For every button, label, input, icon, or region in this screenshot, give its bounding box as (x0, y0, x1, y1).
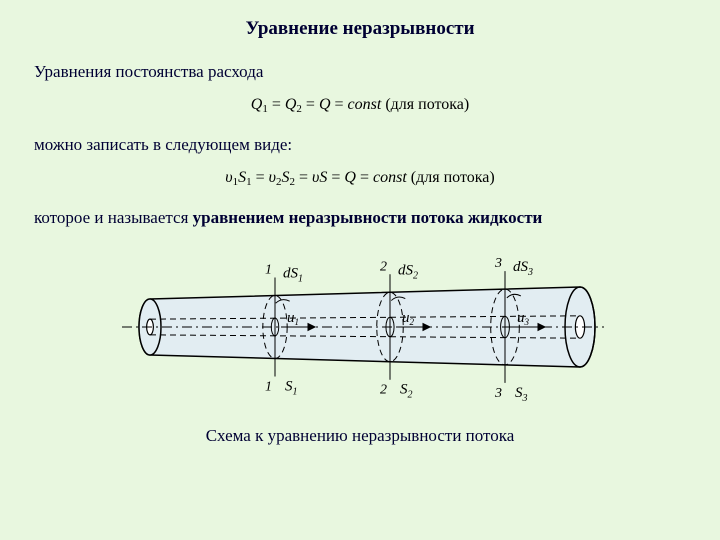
svg-text:3: 3 (494, 256, 502, 271)
svg-text:S2: S2 (400, 382, 413, 401)
paragraph-3-pre: которое и называется (34, 208, 193, 227)
svg-text:S1: S1 (285, 378, 298, 397)
svg-text:1: 1 (265, 263, 272, 278)
svg-text:dS2: dS2 (398, 262, 418, 281)
continuity-diagram: 1dS11S1u12dS22S2u23dS33S3u3 (34, 242, 686, 412)
equation-2: υ1S1 = υ2S2 = υS = Q = const (для потока… (34, 169, 686, 188)
svg-text:S3: S3 (515, 385, 528, 404)
svg-text:dS1: dS1 (283, 266, 303, 285)
svg-text:dS3: dS3 (513, 259, 533, 278)
svg-text:2: 2 (380, 259, 387, 274)
svg-text:1: 1 (265, 379, 272, 394)
paragraph-3: которое и называется уравнением неразрыв… (34, 208, 686, 228)
svg-text:2: 2 (380, 383, 387, 398)
paragraph-3-bold: уравнением неразрывности потока жидкости (193, 208, 543, 227)
svg-text:3: 3 (494, 386, 502, 401)
paragraph-1: Уравнения постоянства расхода (34, 62, 686, 82)
paragraph-2: можно записать в следующем виде: (34, 135, 686, 155)
figure-caption: Схема к уравнению неразрывности потока (34, 426, 686, 446)
equation-1: Q1 = Q2 = Q = const (для потока) (34, 96, 686, 115)
page-title: Уравнение неразрывности (34, 18, 686, 40)
